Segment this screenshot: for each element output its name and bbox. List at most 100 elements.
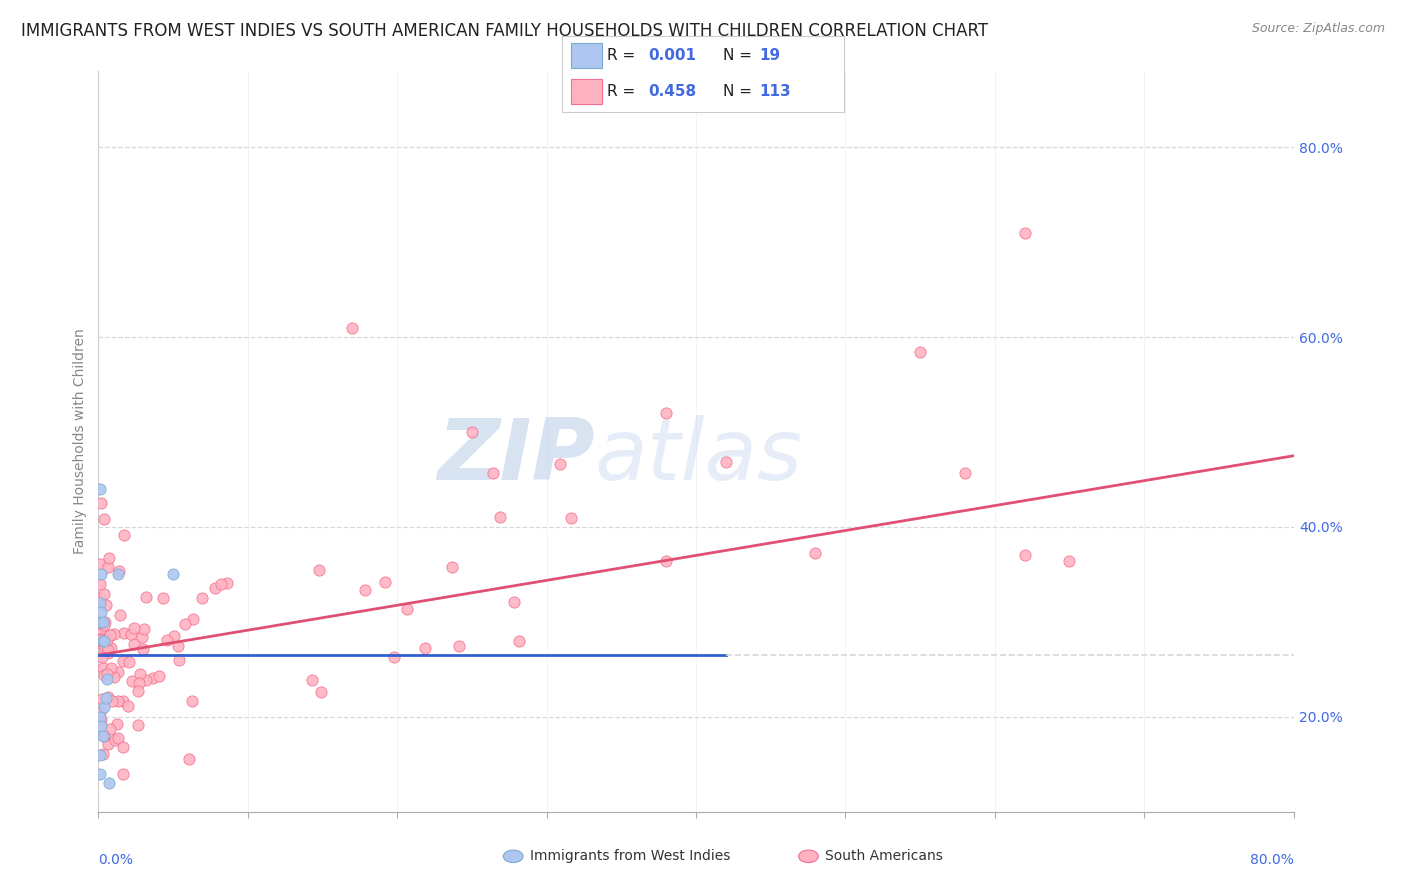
Point [91,633,114,648]
Point [89,633,111,648]
Point [97,642,120,657]
Point [91,729,114,743]
Point [96,672,118,686]
Point [97,776,120,790]
Point [96,632,118,647]
Point [121,673,143,688]
Point [90,719,112,733]
Point [128,667,150,681]
Point [107,665,129,679]
Point [127,718,149,732]
Point [97,737,120,751]
Text: ZIP: ZIP [437,415,595,498]
Point [396,602,419,616]
Point [89,632,111,646]
Point [89,710,111,724]
Point [93,618,115,632]
Point [97,560,120,574]
Point [90,496,112,510]
Point [100,694,122,708]
Point [908,344,931,359]
Point [122,637,145,651]
Point [111,654,134,668]
Point [190,591,212,605]
Point [89,482,111,496]
Point [548,457,571,471]
Text: 0.0%: 0.0% [98,853,134,866]
Text: Source: ZipAtlas.com: Source: ZipAtlas.com [1251,22,1385,36]
Text: atlas: atlas [595,415,803,498]
Point [1014,226,1036,240]
Point [128,676,150,690]
Point [91,747,114,761]
Bar [571,78,602,104]
Point [89,591,111,606]
Point [108,608,131,623]
Point [91,625,114,640]
Point [96,666,118,681]
Point [93,587,115,601]
Point [163,630,186,644]
Point [91,632,114,646]
Point [374,575,396,590]
Point [98,628,121,642]
Point [489,510,512,524]
Text: N =: N = [723,84,756,99]
Point [804,546,827,560]
Point [135,590,157,604]
Point [89,766,111,780]
Point [89,557,111,571]
Point [89,705,111,719]
Point [156,632,179,647]
Point [107,694,129,708]
Point [112,694,135,708]
Point [560,510,582,524]
Point [169,653,191,667]
Point [353,583,375,598]
Text: 80.0%: 80.0% [1250,853,1294,866]
Text: 0.001: 0.001 [648,48,696,63]
Point [215,576,238,591]
Text: R =: R = [607,48,641,63]
Point [111,766,134,780]
Point [177,751,200,765]
Text: Immigrants from West Indies: Immigrants from West Indies [530,849,731,863]
Point [104,732,127,747]
Point [173,616,195,631]
Point [503,594,526,608]
Point [90,567,112,582]
Point [89,747,111,762]
Point [714,455,737,469]
Point [93,729,115,743]
Text: N =: N = [723,48,756,63]
Point [96,598,118,612]
Point [90,649,112,664]
Point [211,576,233,591]
Point [1014,548,1036,562]
Point [167,640,190,654]
Point [108,564,131,578]
Point [89,632,111,646]
Point [89,596,111,610]
Point [308,563,330,577]
Point [152,591,174,605]
Point [117,699,139,714]
Point [131,630,153,644]
Point [93,641,115,656]
Point [120,627,142,641]
Point [93,512,115,526]
Point [413,640,436,655]
Text: 0.458: 0.458 [648,84,696,99]
Point [89,577,111,591]
Point [107,731,129,746]
Point [90,691,112,706]
Point [181,694,204,708]
Point [97,646,120,660]
Point [162,567,184,582]
Point [127,683,149,698]
Point [132,642,155,657]
Point [1059,554,1081,568]
Point [141,671,163,685]
Point [100,660,122,674]
Point [97,690,120,704]
